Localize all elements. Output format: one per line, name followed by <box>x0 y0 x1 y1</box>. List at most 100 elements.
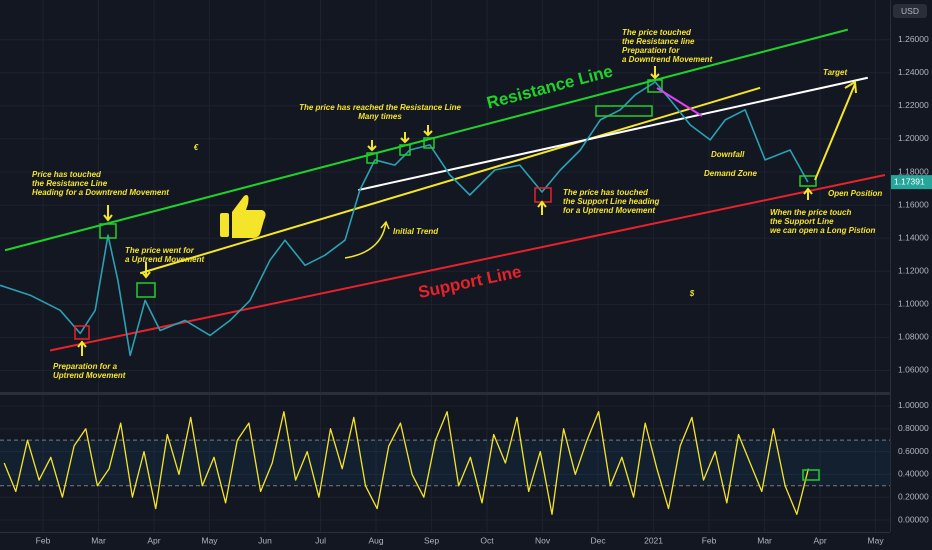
touch-box <box>74 325 90 340</box>
trend-line <box>49 174 886 352</box>
y-tick-label: 1.06000 <box>898 365 929 375</box>
arrow <box>77 340 87 356</box>
arrow <box>537 200 547 215</box>
x-tick-label: May <box>868 535 885 545</box>
annotation: Preparation for a <box>53 362 118 371</box>
annotation: the Resistance line <box>622 37 695 46</box>
arrow <box>400 132 410 144</box>
annotation: Initial Trend <box>393 227 439 236</box>
currency: USD <box>901 6 919 16</box>
x-tick-label: Apr <box>813 535 826 545</box>
annotation: Heading for a Downtrend Movement <box>32 188 169 197</box>
y-tick-label: 1.24000 <box>898 67 929 77</box>
grid <box>0 0 890 532</box>
annotation: Target <box>823 68 847 77</box>
annotation: Many times <box>358 112 402 121</box>
y-tick-label: 1.08000 <box>898 332 929 342</box>
arrows <box>77 66 857 356</box>
annotation: € <box>194 143 199 152</box>
price-tag: 1.17391 <box>894 176 925 186</box>
trend-line <box>4 28 849 252</box>
x-tick-label: Sep <box>424 535 439 545</box>
annotation: Demand Zone <box>704 169 757 178</box>
level-band <box>0 440 890 486</box>
series-line <box>3 411 810 515</box>
annotation: the Support Line <box>770 217 834 226</box>
touch-box <box>423 137 435 149</box>
touch-box <box>399 144 411 156</box>
y-tick-label: 1.00000 <box>898 400 929 410</box>
x-tick-label: Feb <box>36 535 51 545</box>
touch-box <box>799 175 817 187</box>
annotation: for a Uptrend Movement <box>563 206 655 215</box>
x-tick-label: Jul <box>315 535 326 545</box>
annotation: $ <box>689 289 695 298</box>
annotation: the Support Line heading <box>563 197 660 206</box>
annotation: When the price touch <box>770 208 851 217</box>
y-tick-label: 1.14000 <box>898 232 929 242</box>
trend-line <box>139 86 761 275</box>
price-tag-bg <box>891 175 932 190</box>
annotation: Price has touched <box>32 170 102 179</box>
x-tick-label: May <box>201 535 218 545</box>
touch-box <box>136 282 156 298</box>
annotation: a Uptrend Movement <box>125 255 204 264</box>
y-tick-label: 1.26000 <box>898 34 929 44</box>
annotation: Preparation for <box>622 46 680 55</box>
annotation: a Downtrend Movement <box>622 55 713 64</box>
arrow <box>650 66 660 80</box>
annotation: we can open a Long Pistion <box>770 226 875 235</box>
touch-box <box>366 152 378 164</box>
x-tick-label: 2021 <box>644 535 663 545</box>
x-tick-label: Apr <box>147 535 160 545</box>
x-tick-label: Aug <box>368 535 383 545</box>
y-tick-label: 0.00000 <box>898 514 929 524</box>
y-tick-label: 1.20000 <box>898 133 929 143</box>
y-tick-label: 1.12000 <box>898 266 929 276</box>
annotation: The price went for <box>125 246 195 255</box>
series-line <box>0 81 809 357</box>
y-tick-label: 0.40000 <box>898 469 929 479</box>
y-tick-label: 0.80000 <box>898 423 929 433</box>
annotation: The price has touched <box>563 188 649 197</box>
currency-badge <box>893 4 927 18</box>
arrow <box>367 140 377 152</box>
thumb-cuff <box>220 213 229 237</box>
arrow <box>423 125 433 137</box>
downfall-line <box>656 87 703 117</box>
touch-box <box>802 469 820 481</box>
touch-box <box>647 79 663 93</box>
touch-box <box>595 105 653 117</box>
thumb-hand <box>232 195 266 238</box>
x-tick-label: Dec <box>590 535 606 545</box>
x-tick-label: Jun <box>258 535 272 545</box>
arrow <box>103 205 113 222</box>
markers <box>74 79 820 481</box>
y-tick-label: 0.20000 <box>898 491 929 501</box>
y-tick-label: 1.10000 <box>898 299 929 309</box>
x-tick-label: Mar <box>91 535 106 545</box>
thumbs-up <box>220 195 266 238</box>
arrow <box>803 187 813 200</box>
x-tick-label: Oct <box>480 535 494 545</box>
annotation: the Resistance Line <box>32 179 108 188</box>
annotation: Open Position <box>828 189 882 198</box>
annotation: The price touched <box>622 28 692 37</box>
annotation: Uptrend Movement <box>53 371 126 380</box>
annotation: The price has reached the Resistance Lin… <box>299 103 461 112</box>
x-tick-label: Nov <box>535 535 551 545</box>
touch-box <box>99 223 117 239</box>
annotation: Downfall <box>711 150 745 159</box>
y-tick-label: 1.22000 <box>898 100 929 110</box>
y-tick-label: 1.18000 <box>898 166 929 176</box>
x-tick-label: Feb <box>702 535 717 545</box>
y-tick-label: 0.60000 <box>898 446 929 456</box>
trend-line <box>358 76 869 192</box>
target-arrow <box>814 80 857 181</box>
arrow <box>141 262 151 279</box>
trend-arrow <box>344 220 390 259</box>
y-tick-label: 1.16000 <box>898 199 929 209</box>
x-tick-label: Mar <box>757 535 772 545</box>
